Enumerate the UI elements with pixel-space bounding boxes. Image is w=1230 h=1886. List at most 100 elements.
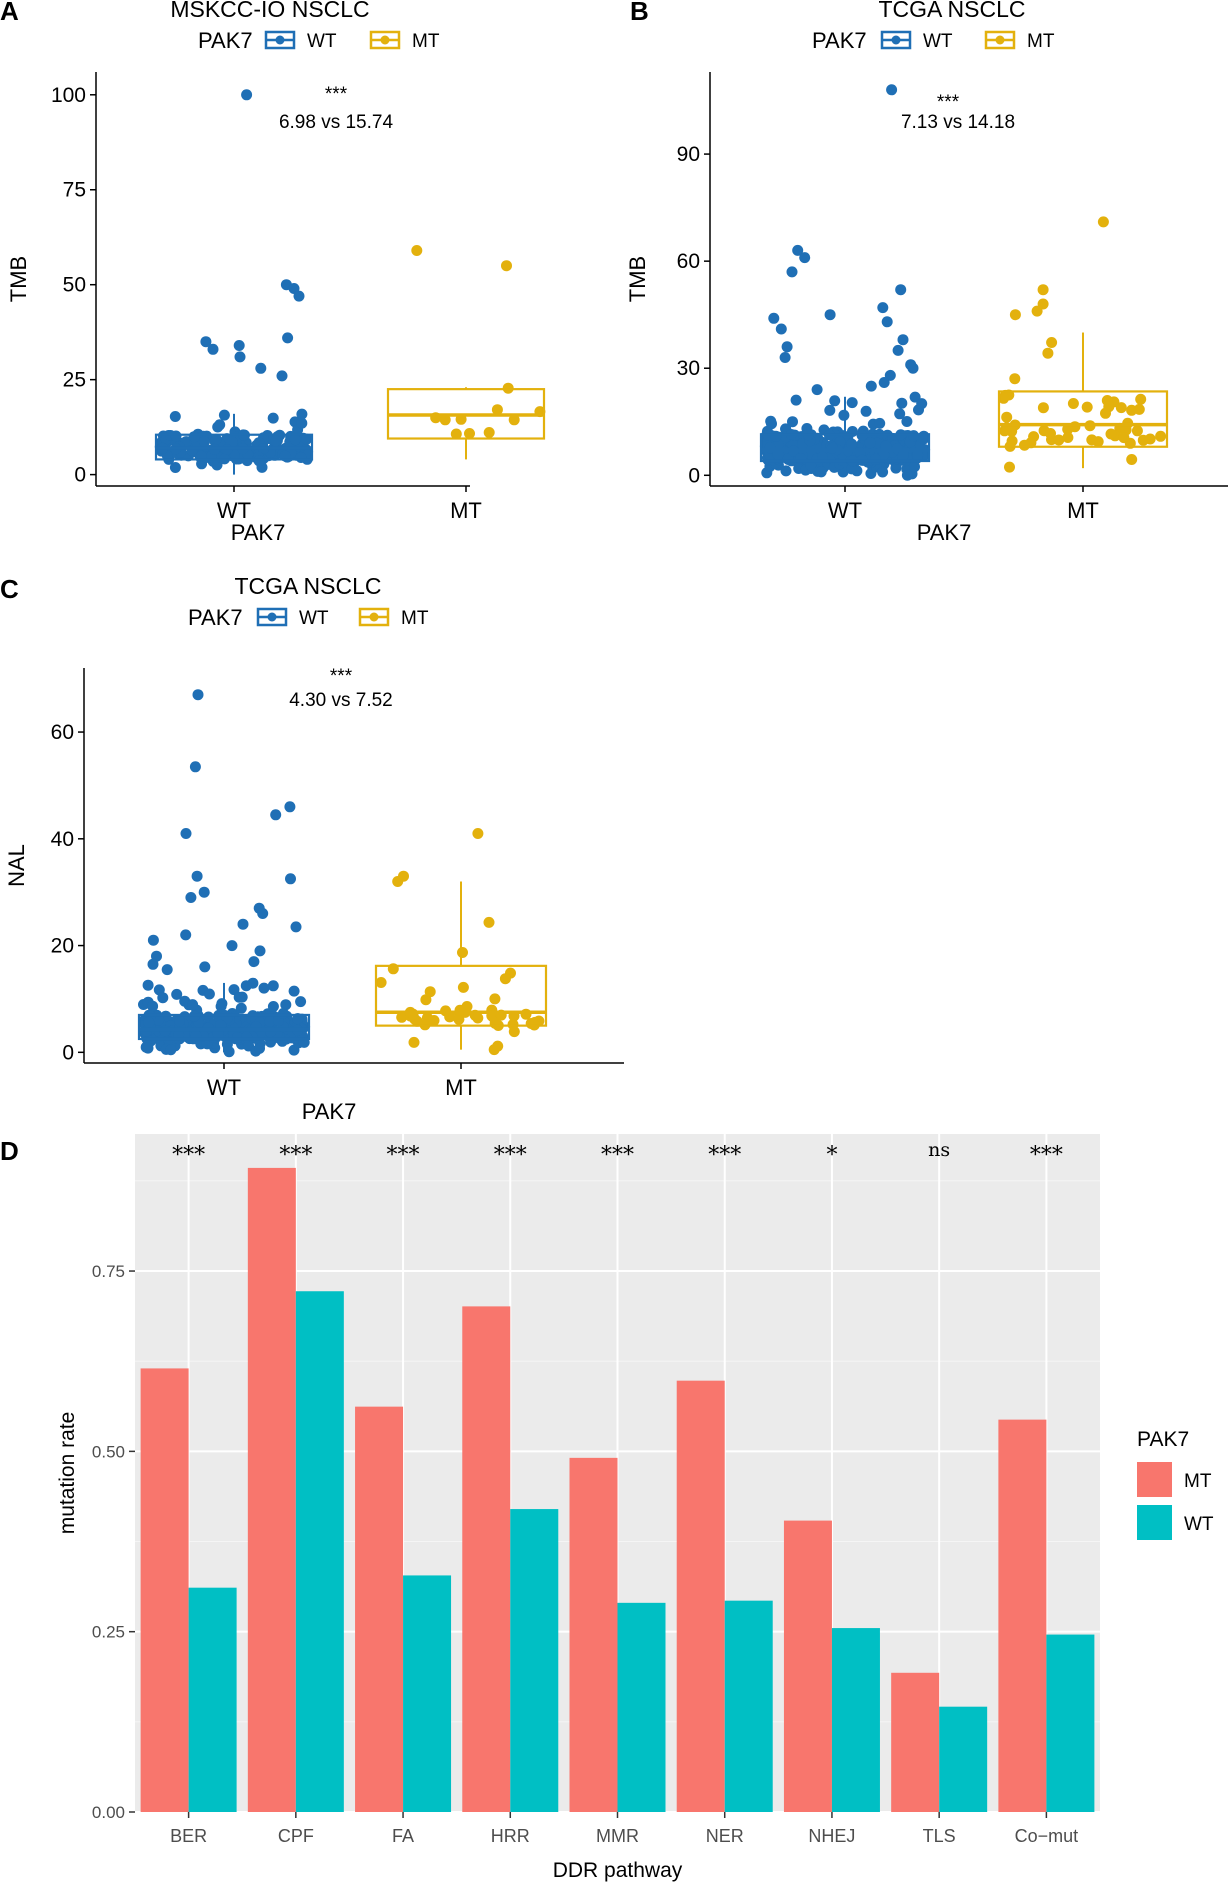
- significance-stars: ***: [330, 666, 353, 687]
- data-point: [296, 408, 308, 420]
- panel-label: D: [0, 1136, 19, 1166]
- data-point: [212, 421, 224, 433]
- panel-c-nal-tcga: C TCGA NSCLC PAK7 WT MT 0 20 40 60 WT MT PAK7 NAL ***…: [0, 573, 624, 1124]
- legend-swatch: [1137, 1462, 1172, 1497]
- data-point: [909, 461, 920, 473]
- significance-label: ***: [172, 1143, 205, 1168]
- data-point-outlier: [233, 340, 245, 351]
- data-point: [169, 462, 181, 473]
- data-point-outlier: [781, 341, 793, 353]
- y-tick-label: 60: [51, 721, 74, 744]
- x-tick-label: MMR: [596, 1826, 639, 1846]
- data-point: [142, 1042, 154, 1054]
- x-tick-label: Co−mut: [1015, 1826, 1079, 1846]
- x-tick-label: NHEJ: [808, 1826, 855, 1846]
- legend-title: PAK7: [188, 605, 243, 630]
- data-point: [870, 453, 881, 465]
- significance-stars: ***: [325, 84, 348, 105]
- data-point: [766, 418, 777, 430]
- bar: [247, 1167, 296, 1812]
- data-point-outlier: [192, 689, 204, 701]
- data-point-outlier: [472, 828, 484, 839]
- data-point: [407, 1008, 419, 1020]
- bar: [510, 1509, 559, 1812]
- data-point-outlier: [779, 352, 791, 363]
- y-tick-label: 0: [688, 464, 700, 487]
- legend-key-dot: [369, 612, 379, 622]
- data-point: [874, 417, 886, 429]
- data-point-outlier: [189, 761, 201, 773]
- data-point: [829, 395, 841, 407]
- y-tick-label: 0.75: [92, 1262, 125, 1281]
- data-point-outlier: [799, 252, 811, 264]
- bar: [295, 1291, 344, 1812]
- significance-label: ***: [601, 1143, 634, 1168]
- legend-label: WT: [923, 31, 953, 52]
- data-point-outlier: [865, 380, 877, 392]
- panel-label: C: [0, 574, 19, 604]
- data-point: [1004, 461, 1015, 473]
- data-point: [453, 1013, 465, 1025]
- data-point: [489, 993, 501, 1005]
- data-point: [428, 1015, 440, 1026]
- data-point-outlier: [207, 343, 219, 355]
- data-point-outlier: [161, 964, 173, 976]
- data-point-outlier: [775, 323, 787, 335]
- y-tick-label: 25: [63, 369, 86, 392]
- data-point: [483, 916, 495, 928]
- data-point: [1062, 432, 1074, 443]
- y-tick-label: 30: [677, 357, 700, 380]
- box-wt: [137, 1013, 311, 1041]
- data-point: [908, 430, 920, 442]
- data-point-outlier: [501, 260, 512, 272]
- bar: [355, 1406, 404, 1812]
- data-point: [1067, 398, 1079, 409]
- data-point: [998, 392, 1010, 404]
- data-point: [897, 449, 909, 461]
- x-tick-label: HRR: [491, 1826, 530, 1846]
- panel-label: B: [630, 0, 649, 26]
- legend-key-dot: [380, 35, 390, 45]
- data-point: [1009, 373, 1021, 385]
- data-point: [787, 416, 798, 428]
- data-point: [1135, 393, 1147, 405]
- data-point-outlier: [293, 290, 305, 302]
- data-point: [1037, 402, 1049, 414]
- data-point: [457, 981, 469, 993]
- data-point-outlier: [392, 876, 404, 887]
- data-point: [894, 408, 906, 420]
- y-tick-label: 50: [63, 274, 86, 297]
- data-point: [235, 1002, 247, 1014]
- y-tick-label: 0: [62, 1041, 74, 1064]
- data-point: [1100, 407, 1111, 419]
- x-tick-label: MT: [1067, 498, 1099, 523]
- data-point-outlier: [270, 809, 282, 821]
- data-point: [507, 1019, 519, 1030]
- legend-key-dot: [275, 35, 285, 45]
- legend-label: WT: [1184, 1514, 1214, 1535]
- data-point: [520, 1008, 532, 1020]
- data-point: [472, 1012, 484, 1024]
- data-point-outlier: [1097, 216, 1109, 228]
- data-point: [1046, 337, 1058, 348]
- data-point: [396, 1011, 408, 1023]
- data-point-outlier: [234, 351, 246, 363]
- data-point-outlier: [290, 921, 302, 933]
- x-tick-label: WT: [217, 498, 251, 523]
- data-point: [301, 433, 313, 445]
- data-point: [264, 1015, 276, 1027]
- bar: [891, 1672, 940, 1812]
- legend-label: WT: [299, 608, 329, 629]
- data-point: [464, 428, 475, 439]
- data-point: [901, 469, 913, 481]
- bar: [1046, 1634, 1095, 1812]
- data-point: [916, 398, 928, 410]
- data-point: [289, 434, 301, 446]
- box-wt: [759, 433, 931, 463]
- data-point-outlier: [881, 316, 893, 328]
- significance-stars: ***: [937, 92, 960, 113]
- data-point: [169, 411, 181, 422]
- data-point: [1062, 423, 1074, 435]
